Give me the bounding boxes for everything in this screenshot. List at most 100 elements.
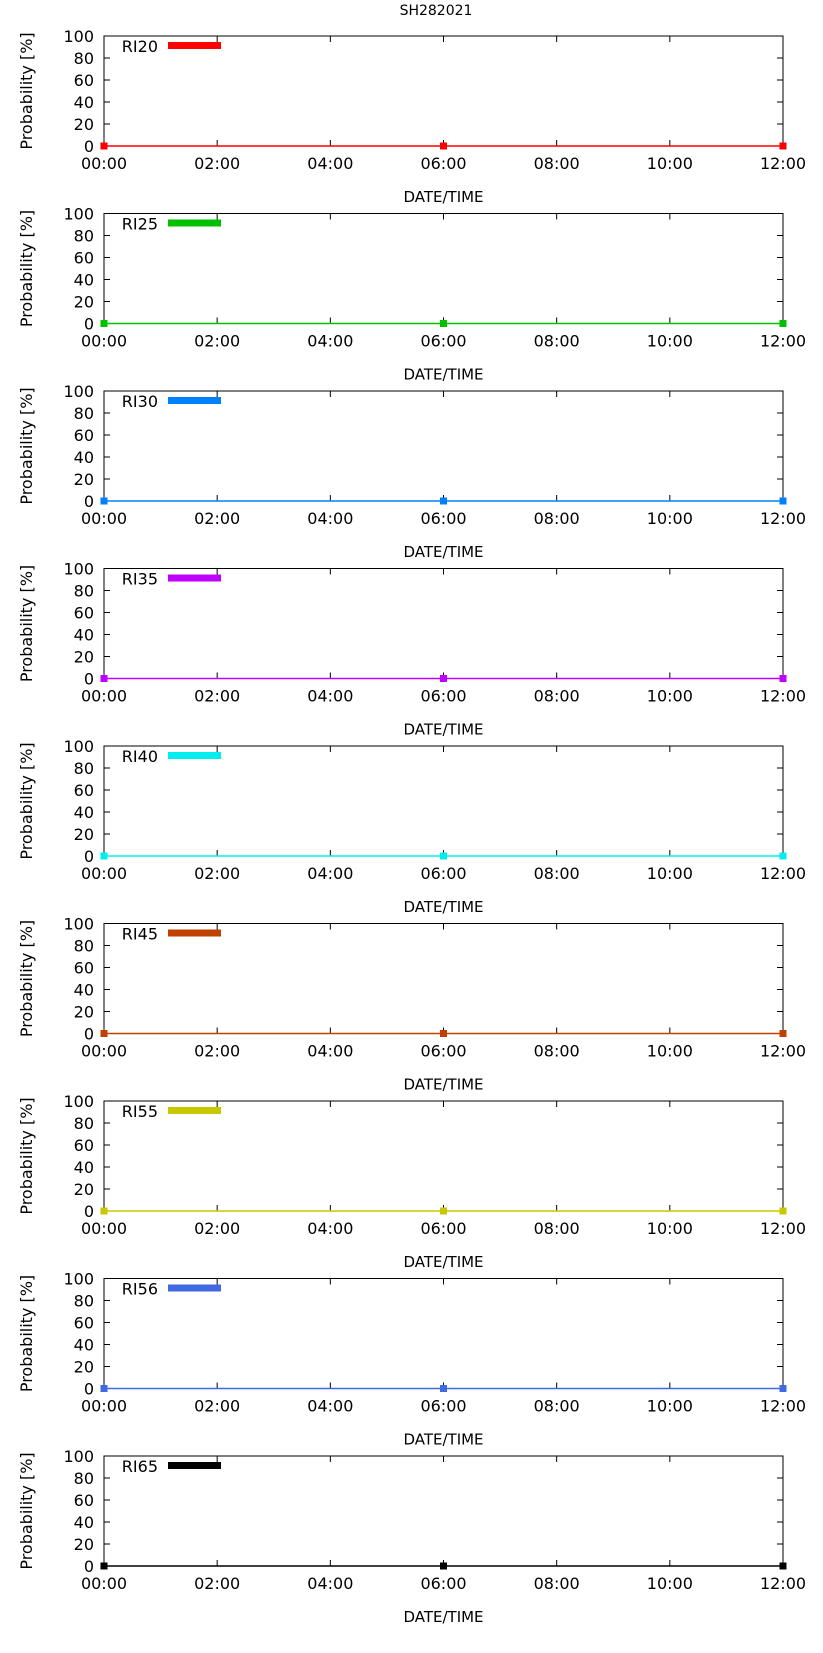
- x-tick-label: 00:00: [81, 332, 127, 351]
- chart-panels: 0 20 40 60 80 100 00:00 02:00 04:00 06:00 08:00 10:…: [17, 27, 806, 1626]
- data-point-1200: [779, 1562, 787, 1570]
- y-tick-label: 0: [84, 1025, 94, 1044]
- data-point-0000: [100, 497, 108, 505]
- x-axis-label: DATE/TIME: [403, 721, 483, 739]
- legend-swatch: [168, 1107, 221, 1114]
- y-axis-label: Probability [%]: [17, 387, 36, 504]
- y-tick-label: 0: [84, 670, 94, 689]
- y-tick-label: 40: [74, 626, 94, 645]
- x-tick-label: 04:00: [307, 864, 353, 883]
- y-axis-label: Probability [%]: [17, 565, 36, 682]
- legend-swatch: [168, 219, 221, 227]
- x-axis-label: DATE/TIME: [403, 1076, 483, 1094]
- y-axis-label: Probability [%]: [17, 1275, 36, 1392]
- x-tick-label: 00:00: [81, 509, 127, 528]
- y-tick-label: 60: [74, 959, 94, 978]
- y-tick-label: 40: [74, 1336, 94, 1355]
- x-tick-label: 02:00: [194, 509, 240, 528]
- x-tick-label: 04:00: [307, 332, 353, 351]
- y-tick-label: 20: [74, 1180, 94, 1199]
- x-tick-label: 10:00: [647, 864, 693, 883]
- legend: RI35: [122, 570, 221, 589]
- plot-frame: [103, 390, 784, 502]
- y-tick-label: 0: [84, 137, 94, 156]
- y-tick-label: 0: [84, 1202, 94, 1221]
- legend-label: RI35: [122, 570, 158, 589]
- y-tick-label: 0: [84, 315, 94, 334]
- chart-panel-ri20: 0 20 40 60 80 100 00:00 02:00 04:00 06:00 08:00 10:…: [17, 27, 806, 206]
- y-axis-label: Probability [%]: [17, 210, 36, 327]
- x-axis-label: DATE/TIME: [403, 1608, 483, 1626]
- y-tick-label: 20: [74, 1358, 94, 1377]
- data-point-0000: [100, 142, 108, 150]
- x-tick-label: 12:00: [760, 1397, 806, 1416]
- x-tick-label: 10:00: [647, 1219, 693, 1238]
- data-point-0000: [100, 1030, 108, 1037]
- y-tick-label: 100: [63, 1447, 94, 1466]
- legend: RI56: [122, 1280, 221, 1299]
- x-tick-label: 02:00: [194, 1042, 240, 1061]
- x-tick-label: 06:00: [420, 332, 466, 351]
- legend-label: RI30: [122, 392, 158, 411]
- y-tick-label: 40: [74, 93, 94, 112]
- plot-frame: [103, 35, 784, 147]
- data-point-0600: [440, 675, 447, 682]
- legend-label: RI40: [122, 747, 158, 766]
- plot-frame: [103, 1455, 784, 1567]
- legend: RI45: [122, 925, 221, 944]
- y-tick-label: 20: [74, 1535, 94, 1554]
- x-tick-label: 02:00: [194, 1574, 240, 1593]
- x-tick-label: 10:00: [647, 332, 693, 351]
- x-tick-label: 12:00: [760, 509, 806, 528]
- y-tick-label: 100: [63, 915, 94, 934]
- y-tick-label: 100: [63, 27, 94, 46]
- legend: RI55: [122, 1102, 221, 1121]
- y-tick-label: 100: [63, 1092, 94, 1111]
- x-tick-label: 08:00: [534, 154, 580, 173]
- y-axis-label: Probability [%]: [17, 920, 36, 1037]
- y-tick-label: 40: [74, 803, 94, 822]
- y-tick-label: 60: [74, 1491, 94, 1510]
- y-tick-label: 60: [74, 426, 94, 445]
- y-tick-label: 60: [74, 1136, 94, 1155]
- chart-panel-ri45: 0 20 40 60 80 100 00:00 02:00 04:00 06:00 08:00 10:…: [17, 915, 806, 1094]
- x-tick-label: 08:00: [534, 864, 580, 883]
- y-axis-label: Probability [%]: [17, 742, 36, 859]
- x-tick-label: 08:00: [534, 509, 580, 528]
- x-tick-label: 08:00: [534, 1574, 580, 1593]
- chart-panel-ri65: 0 20 40 60 80 100 00:00 02:00 04:00 06:00 08:00 10:…: [17, 1447, 806, 1626]
- y-tick-label: 20: [74, 648, 94, 667]
- y-tick-label: 80: [74, 1469, 94, 1488]
- plot-frame: [103, 568, 784, 679]
- legend-label: RI20: [122, 37, 158, 56]
- x-tick-label: 08:00: [534, 1397, 580, 1416]
- legend-swatch: [168, 1284, 221, 1292]
- x-tick-label: 08:00: [534, 332, 580, 351]
- data-point-0000: [100, 852, 108, 860]
- x-axis-label: DATE/TIME: [403, 1431, 483, 1449]
- y-tick-label: 100: [63, 1270, 94, 1289]
- y-tick-label: 20: [74, 1003, 94, 1022]
- chart-panel-ri40: 0 20 40 60 80 100 00:00 02:00 04:00 06:00 08:00 10:…: [17, 737, 806, 916]
- y-tick-label: 0: [84, 847, 94, 866]
- data-point-1200: [779, 1385, 787, 1392]
- y-tick-label: 40: [74, 981, 94, 1000]
- y-tick-label: 60: [74, 781, 94, 800]
- x-tick-label: 06:00: [420, 509, 466, 528]
- data-point-1200: [779, 675, 787, 682]
- x-tick-label: 02:00: [194, 1219, 240, 1238]
- legend-swatch: [168, 752, 221, 759]
- y-tick-label: 80: [74, 227, 94, 246]
- data-point-0600: [440, 1030, 447, 1037]
- y-tick-label: 80: [74, 1292, 94, 1311]
- data-point-0600: [440, 320, 447, 327]
- x-tick-label: 02:00: [194, 154, 240, 173]
- y-tick-label: 80: [74, 49, 94, 68]
- y-tick-label: 80: [74, 1114, 94, 1133]
- x-tick-label: 00:00: [81, 1219, 127, 1238]
- legend-label: RI25: [122, 215, 158, 234]
- legend-label: RI56: [122, 1280, 158, 1299]
- y-tick-label: 80: [74, 404, 94, 423]
- plot-frame: [103, 213, 784, 324]
- plot-frame: [103, 1100, 784, 1212]
